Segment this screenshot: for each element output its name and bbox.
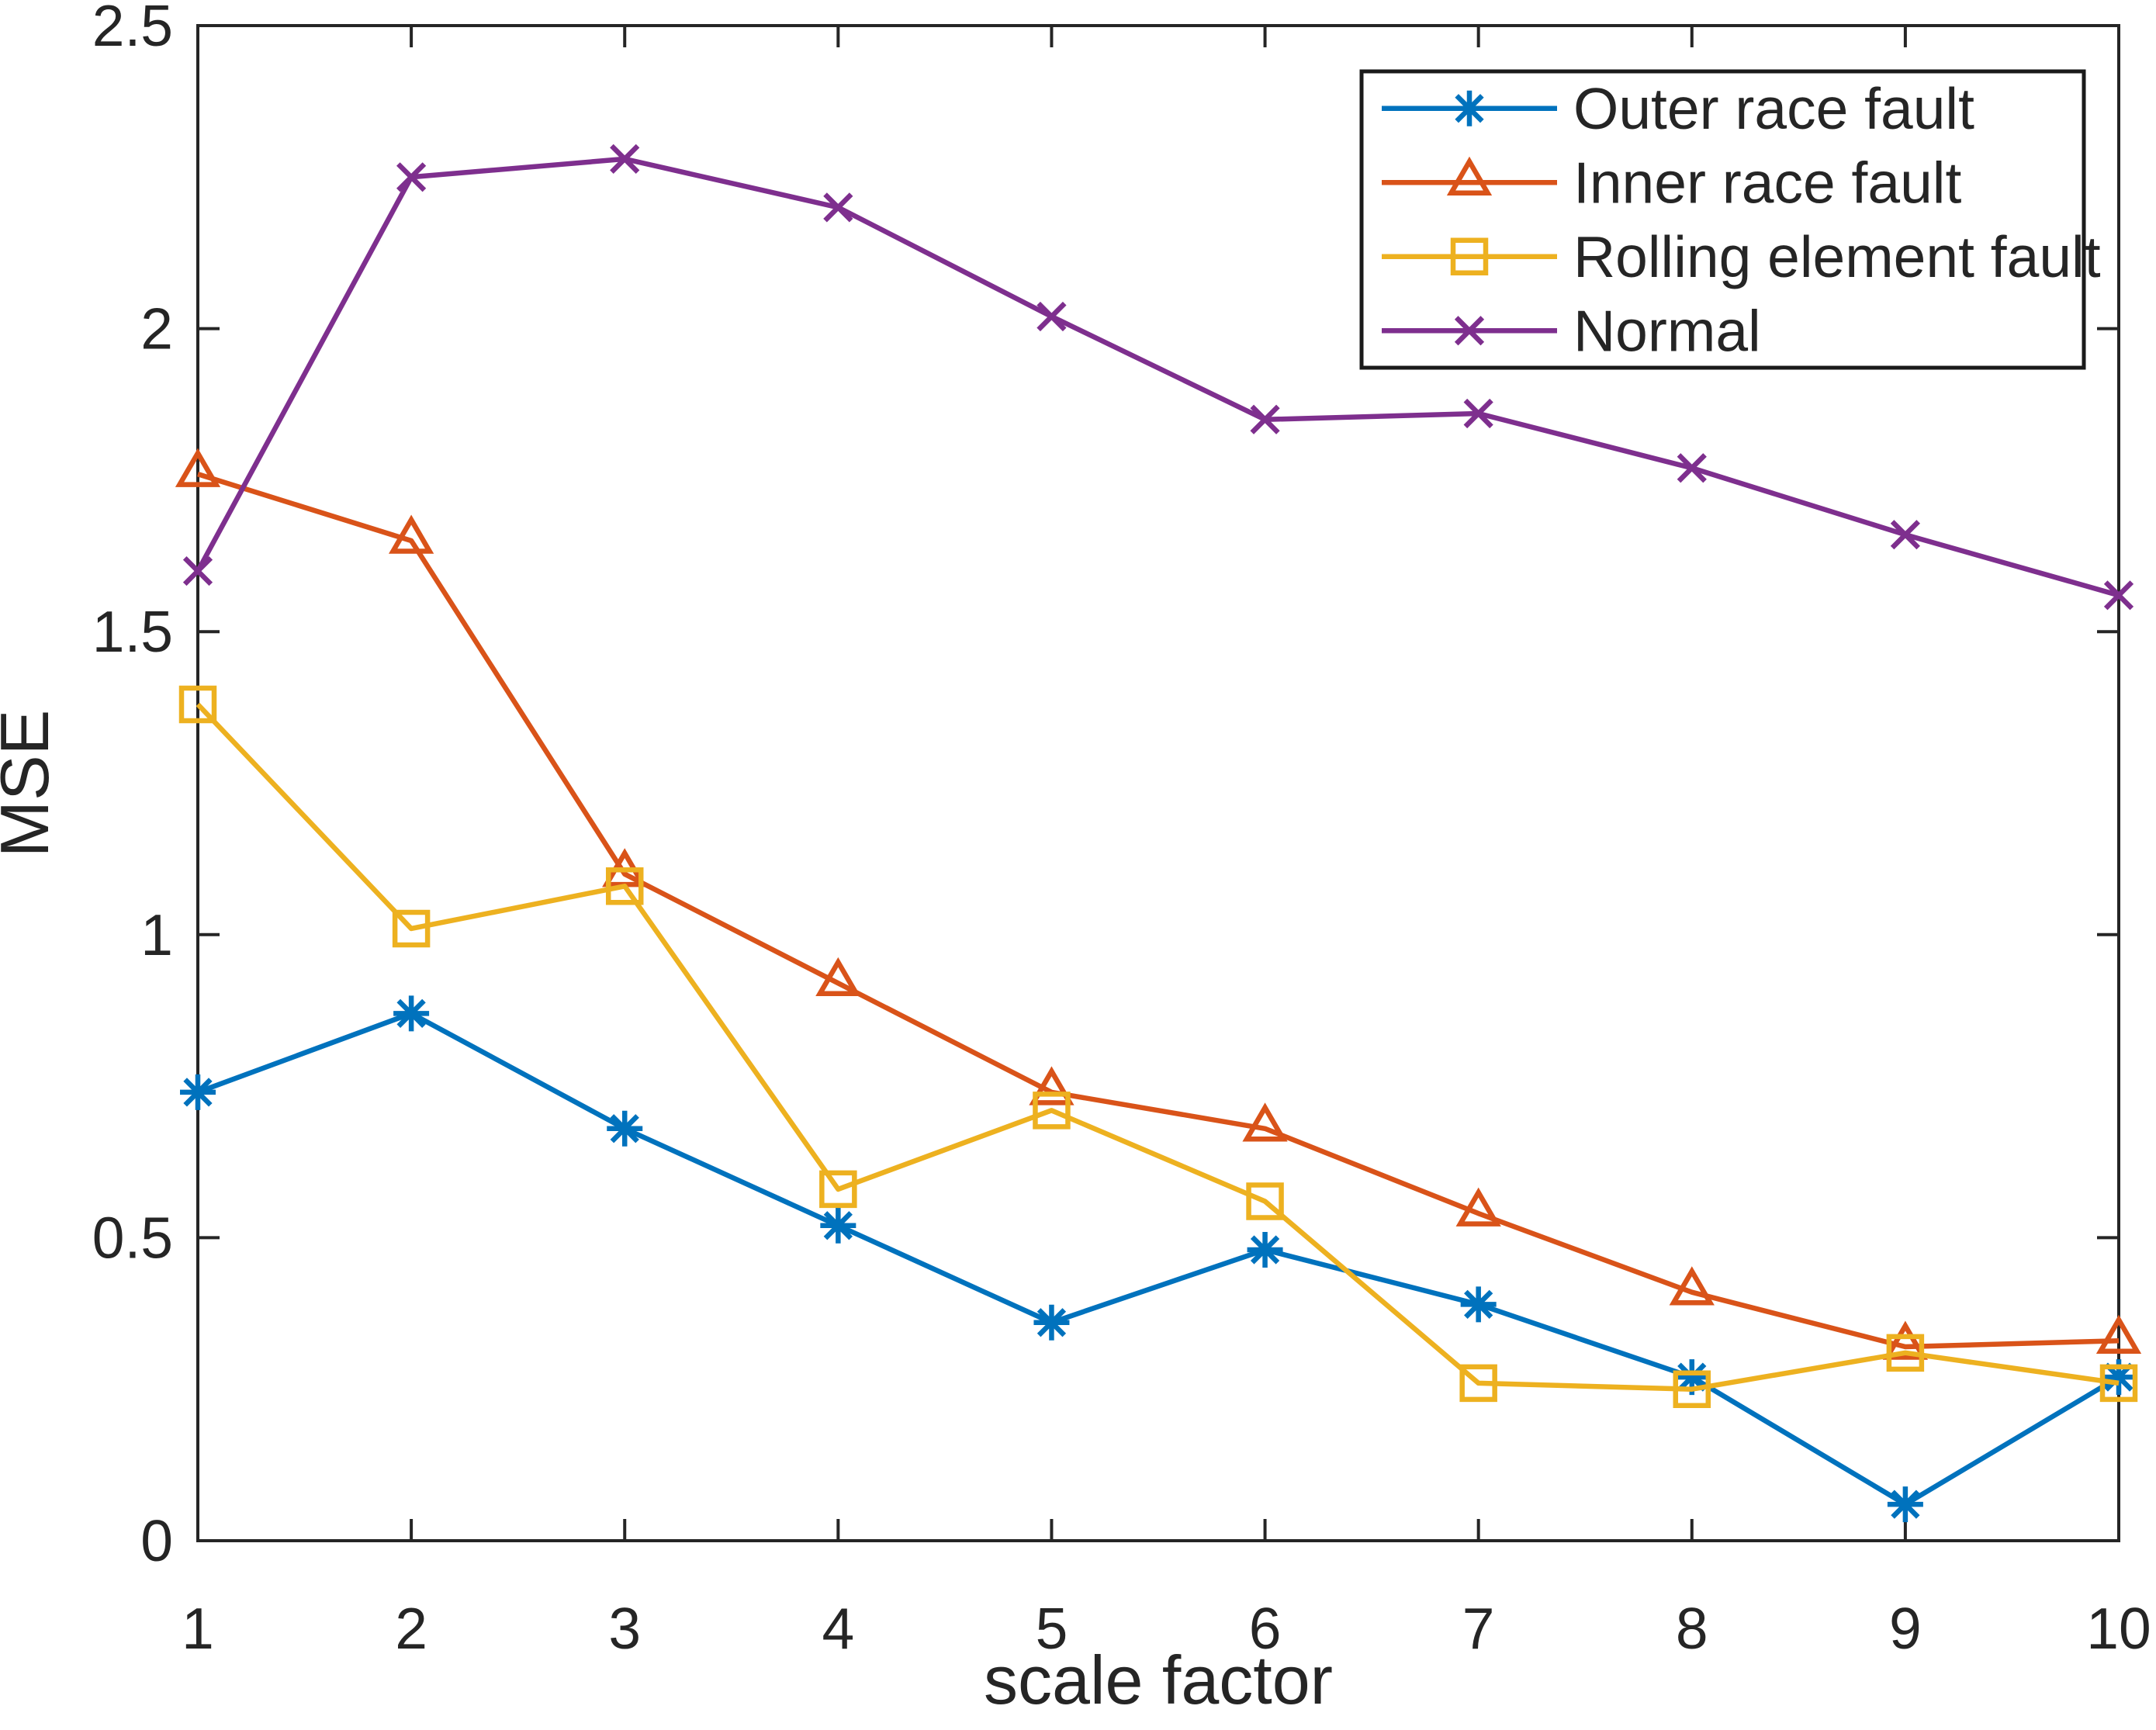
x-marker-icon	[1677, 453, 1707, 483]
x-marker-icon	[1250, 404, 1280, 434]
legend-label: Rolling element fault	[1573, 224, 2101, 289]
x-tick-label: 6	[1249, 1596, 1282, 1661]
asterisk-marker-icon	[2101, 1359, 2137, 1396]
asterisk-marker-icon	[393, 995, 430, 1032]
asterisk-marker-icon	[1033, 1304, 1070, 1341]
asterisk-marker-icon	[1673, 1359, 1710, 1396]
square-marker-icon	[1673, 1370, 1711, 1408]
square-marker-icon	[1033, 1092, 1071, 1130]
x-tick-label: 2	[395, 1596, 427, 1661]
square-marker-icon	[605, 867, 644, 905]
legend-entry-outer-race-fault: Outer race fault	[1382, 76, 1974, 141]
square-marker-icon	[1246, 1182, 1284, 1220]
x-marker-icon	[1036, 301, 1067, 332]
series-line	[196, 1011, 2120, 1507]
x-tick-label: 7	[1462, 1596, 1495, 1661]
triangle-up-marker-icon	[2095, 1314, 2142, 1354]
series-line	[196, 702, 2120, 1392]
square-marker-icon	[819, 1170, 857, 1209]
triangle-up-marker-icon	[1455, 1187, 1501, 1227]
x-marker-icon	[396, 162, 427, 192]
series-layer	[175, 144, 2142, 1523]
asterisk-marker-icon	[1247, 1232, 1283, 1268]
x-marker-icon	[182, 555, 213, 586]
legend-entry-rolling-element-fault: Rolling element fault	[1382, 224, 2101, 289]
square-marker-icon	[1450, 237, 1489, 275]
y-tick-label: 0.5	[92, 1205, 173, 1270]
square-marker-icon	[1459, 1364, 1497, 1403]
x-tick-label: 4	[822, 1596, 854, 1661]
legend: Outer race fault Inner race fault Rolling …	[1359, 69, 2101, 370]
x-axis-label: scale factor	[984, 1642, 1333, 1718]
triangle-up-marker-icon	[1669, 1266, 1715, 1306]
legend-label: Normal	[1573, 298, 1761, 363]
y-tick-label: 2.5	[92, 0, 173, 58]
y-axis-label: MSE	[0, 710, 63, 858]
square-marker-icon	[178, 685, 217, 724]
series-line	[196, 156, 2120, 598]
x-marker-icon	[2103, 580, 2134, 611]
triangle-up-marker-icon	[1029, 1066, 1075, 1105]
legend-entry-normal: Normal	[1382, 298, 1761, 363]
x-marker-icon	[1454, 316, 1485, 346]
y-tick-label: 2	[140, 296, 173, 362]
x-tick-label: 3	[608, 1596, 641, 1661]
x-tick-label: 8	[1676, 1596, 1708, 1661]
series-inner-race-fault	[175, 448, 2142, 1360]
triangle-up-marker-icon	[815, 957, 861, 997]
triangle-up-marker-icon	[1446, 156, 1493, 195]
y-tick-label: 0	[140, 1508, 173, 1573]
x-tick-label: 1	[182, 1596, 214, 1661]
asterisk-marker-icon	[820, 1207, 857, 1244]
x-marker-icon	[823, 192, 853, 223]
square-marker-icon	[392, 909, 431, 948]
asterisk-marker-icon	[180, 1074, 216, 1110]
triangle-up-marker-icon	[175, 448, 221, 487]
asterisk-marker-icon	[607, 1110, 643, 1147]
triangle-up-marker-icon	[388, 514, 434, 554]
square-marker-icon	[2099, 1364, 2138, 1403]
y-tick-label: 1	[140, 902, 173, 967]
legend-entry-inner-race-fault: Inner race fault	[1382, 150, 1961, 215]
series-line	[197, 471, 2120, 1350]
asterisk-marker-icon	[1460, 1286, 1497, 1323]
x-tick-label: 5	[1036, 1596, 1068, 1661]
x-marker-icon	[610, 144, 640, 174]
legend-label: Inner race fault	[1573, 150, 1961, 215]
legend-label: Outer race fault	[1573, 76, 1974, 141]
y-tick-label: 1.5	[92, 599, 173, 664]
series-normal	[182, 144, 2134, 611]
plot-box	[196, 24, 2120, 1542]
triangle-up-marker-icon	[1242, 1102, 1288, 1142]
series-rolling-element-fault	[178, 685, 2138, 1408]
x-tick-label: 9	[1889, 1596, 1922, 1661]
x-tick-label: 10	[2086, 1596, 2151, 1661]
asterisk-marker-icon	[1887, 1486, 1923, 1523]
triangle-up-marker-icon	[1882, 1320, 1929, 1360]
x-marker-icon	[1890, 520, 1920, 550]
square-marker-icon	[1886, 1334, 1925, 1372]
asterisk-marker-icon	[1452, 90, 1487, 126]
series-outer-race-fault	[180, 995, 2137, 1523]
x-marker-icon	[1463, 398, 1493, 429]
